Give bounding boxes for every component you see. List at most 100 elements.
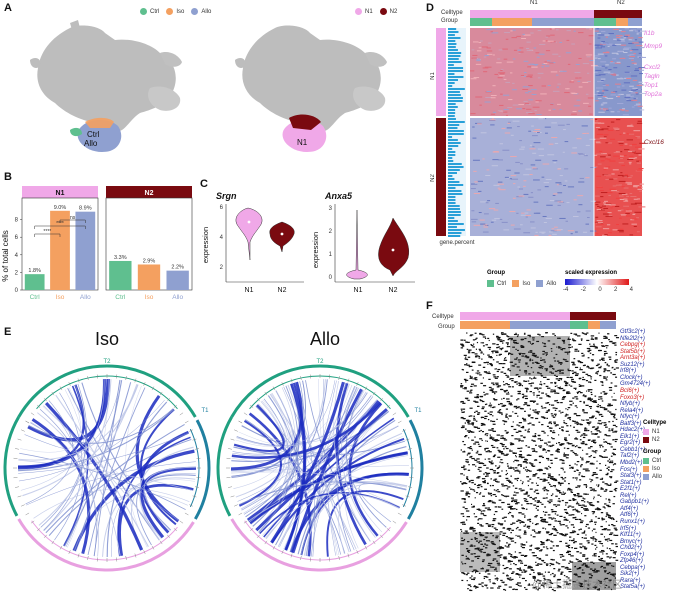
f-cell-on [591, 367, 595, 369]
f-cell-on [567, 368, 569, 370]
d-heat-cell [493, 184, 500, 186]
f-cell-on [551, 444, 555, 446]
f-cell-on [494, 506, 498, 508]
chord-link [106, 401, 168, 558]
f-cell-on [513, 491, 516, 493]
d-gene-percent-bar [448, 112, 456, 114]
f-cell-on [557, 392, 560, 394]
d-heat-cell [520, 214, 527, 216]
f-cell-on [535, 451, 538, 453]
d-legend-ctrl-swatch [487, 280, 494, 287]
f-cell-on [507, 512, 510, 515]
d-heat-cell [618, 180, 626, 182]
f-cell-on [560, 459, 562, 461]
d-heat-cell [631, 39, 635, 41]
legend-iso: Iso [176, 8, 185, 15]
f-cell-on [516, 526, 519, 529]
f-cell-on [605, 498, 607, 500]
f-cell-on [462, 523, 466, 525]
f-cell-on [611, 460, 614, 462]
d-heat-cell [545, 217, 552, 219]
f-cell-on [486, 440, 488, 442]
f-cell-on [550, 382, 553, 384]
f-cell-on [475, 587, 477, 589]
f-cell-on [545, 376, 547, 378]
f-cell-on [544, 368, 548, 370]
f-cell-on [565, 422, 568, 425]
f-cell-on [534, 489, 539, 491]
f-cell-on [542, 480, 546, 482]
f-cell-on [535, 588, 538, 590]
f-cell-on [559, 533, 563, 535]
f-cell-on [484, 434, 487, 436]
f-cell-on [587, 374, 591, 377]
d-heat-cell [636, 231, 640, 233]
f-cell-on [576, 423, 579, 426]
f-cell-on [610, 588, 613, 591]
f-cell-on [475, 348, 478, 350]
d-heat-cell [600, 104, 604, 106]
f-cell-on [579, 528, 582, 530]
chord-link [249, 451, 408, 525]
d-heat-cell [605, 64, 609, 66]
chord-link [265, 493, 400, 539]
d-heat-cell [637, 120, 642, 122]
f-cell-on [608, 411, 612, 413]
f-cell-on [507, 506, 510, 508]
d-heat-cell [557, 192, 563, 194]
f-cell-on [584, 428, 588, 430]
d-heat-cell [628, 39, 632, 41]
f-cell-on [603, 567, 606, 569]
f-tf-label: Rela4(+) [620, 407, 644, 414]
f-cell-on [461, 539, 465, 542]
d-legend-scale-bar [565, 279, 629, 285]
f-cell-on [543, 579, 547, 581]
f-cell-on [559, 482, 563, 485]
f-cell-on [590, 445, 593, 448]
d-heat-cell [621, 154, 627, 156]
f-cell-on [563, 447, 566, 449]
f-cell-on [526, 405, 531, 407]
f-cell-on [529, 478, 532, 480]
d-heat-cell [526, 49, 533, 51]
d-heat-cell [501, 221, 508, 223]
f-cell-on [615, 376, 618, 378]
d-heat-cell [524, 72, 527, 74]
f-cell-on [552, 438, 555, 440]
f-cell-on [594, 338, 598, 340]
f-cell-on [607, 365, 610, 367]
f-cell-on [496, 338, 501, 340]
chord-label-t1: T1 [201, 408, 209, 414]
f-cell-on [514, 342, 516, 344]
d-heat-cell [518, 188, 524, 190]
f-cell-on [541, 439, 544, 441]
f-cell-on [613, 527, 617, 529]
f-cell-on [467, 557, 469, 560]
f-cell-on [495, 384, 499, 386]
f-cell-on [536, 492, 539, 495]
f-cell-on [615, 559, 619, 561]
f-cell-on [476, 394, 479, 396]
d-heat-cell [486, 169, 490, 171]
f-cell-on [607, 505, 611, 508]
f-cell-on [542, 511, 545, 513]
d-heat-cell [628, 57, 634, 59]
d-heat-cell [482, 158, 485, 160]
f-cell-on [592, 473, 596, 475]
f-cell-on [466, 430, 469, 432]
chord-tick [25, 512, 30, 516]
f-cell-on [534, 409, 537, 411]
f-cell-on [541, 335, 545, 338]
f-cell-on [505, 374, 508, 376]
f-cell-on [466, 364, 470, 366]
d-heat-cell [577, 211, 581, 213]
f-cell-on [502, 420, 505, 422]
f-cell-on [565, 383, 569, 385]
f-cell-on [552, 485, 557, 487]
f-cell-on [550, 404, 555, 406]
f-cell-on [595, 452, 597, 454]
f-cell-on [500, 579, 503, 582]
f-cell-on [587, 461, 589, 463]
f-cell-on [605, 584, 608, 587]
d-heat-cell [603, 169, 607, 171]
